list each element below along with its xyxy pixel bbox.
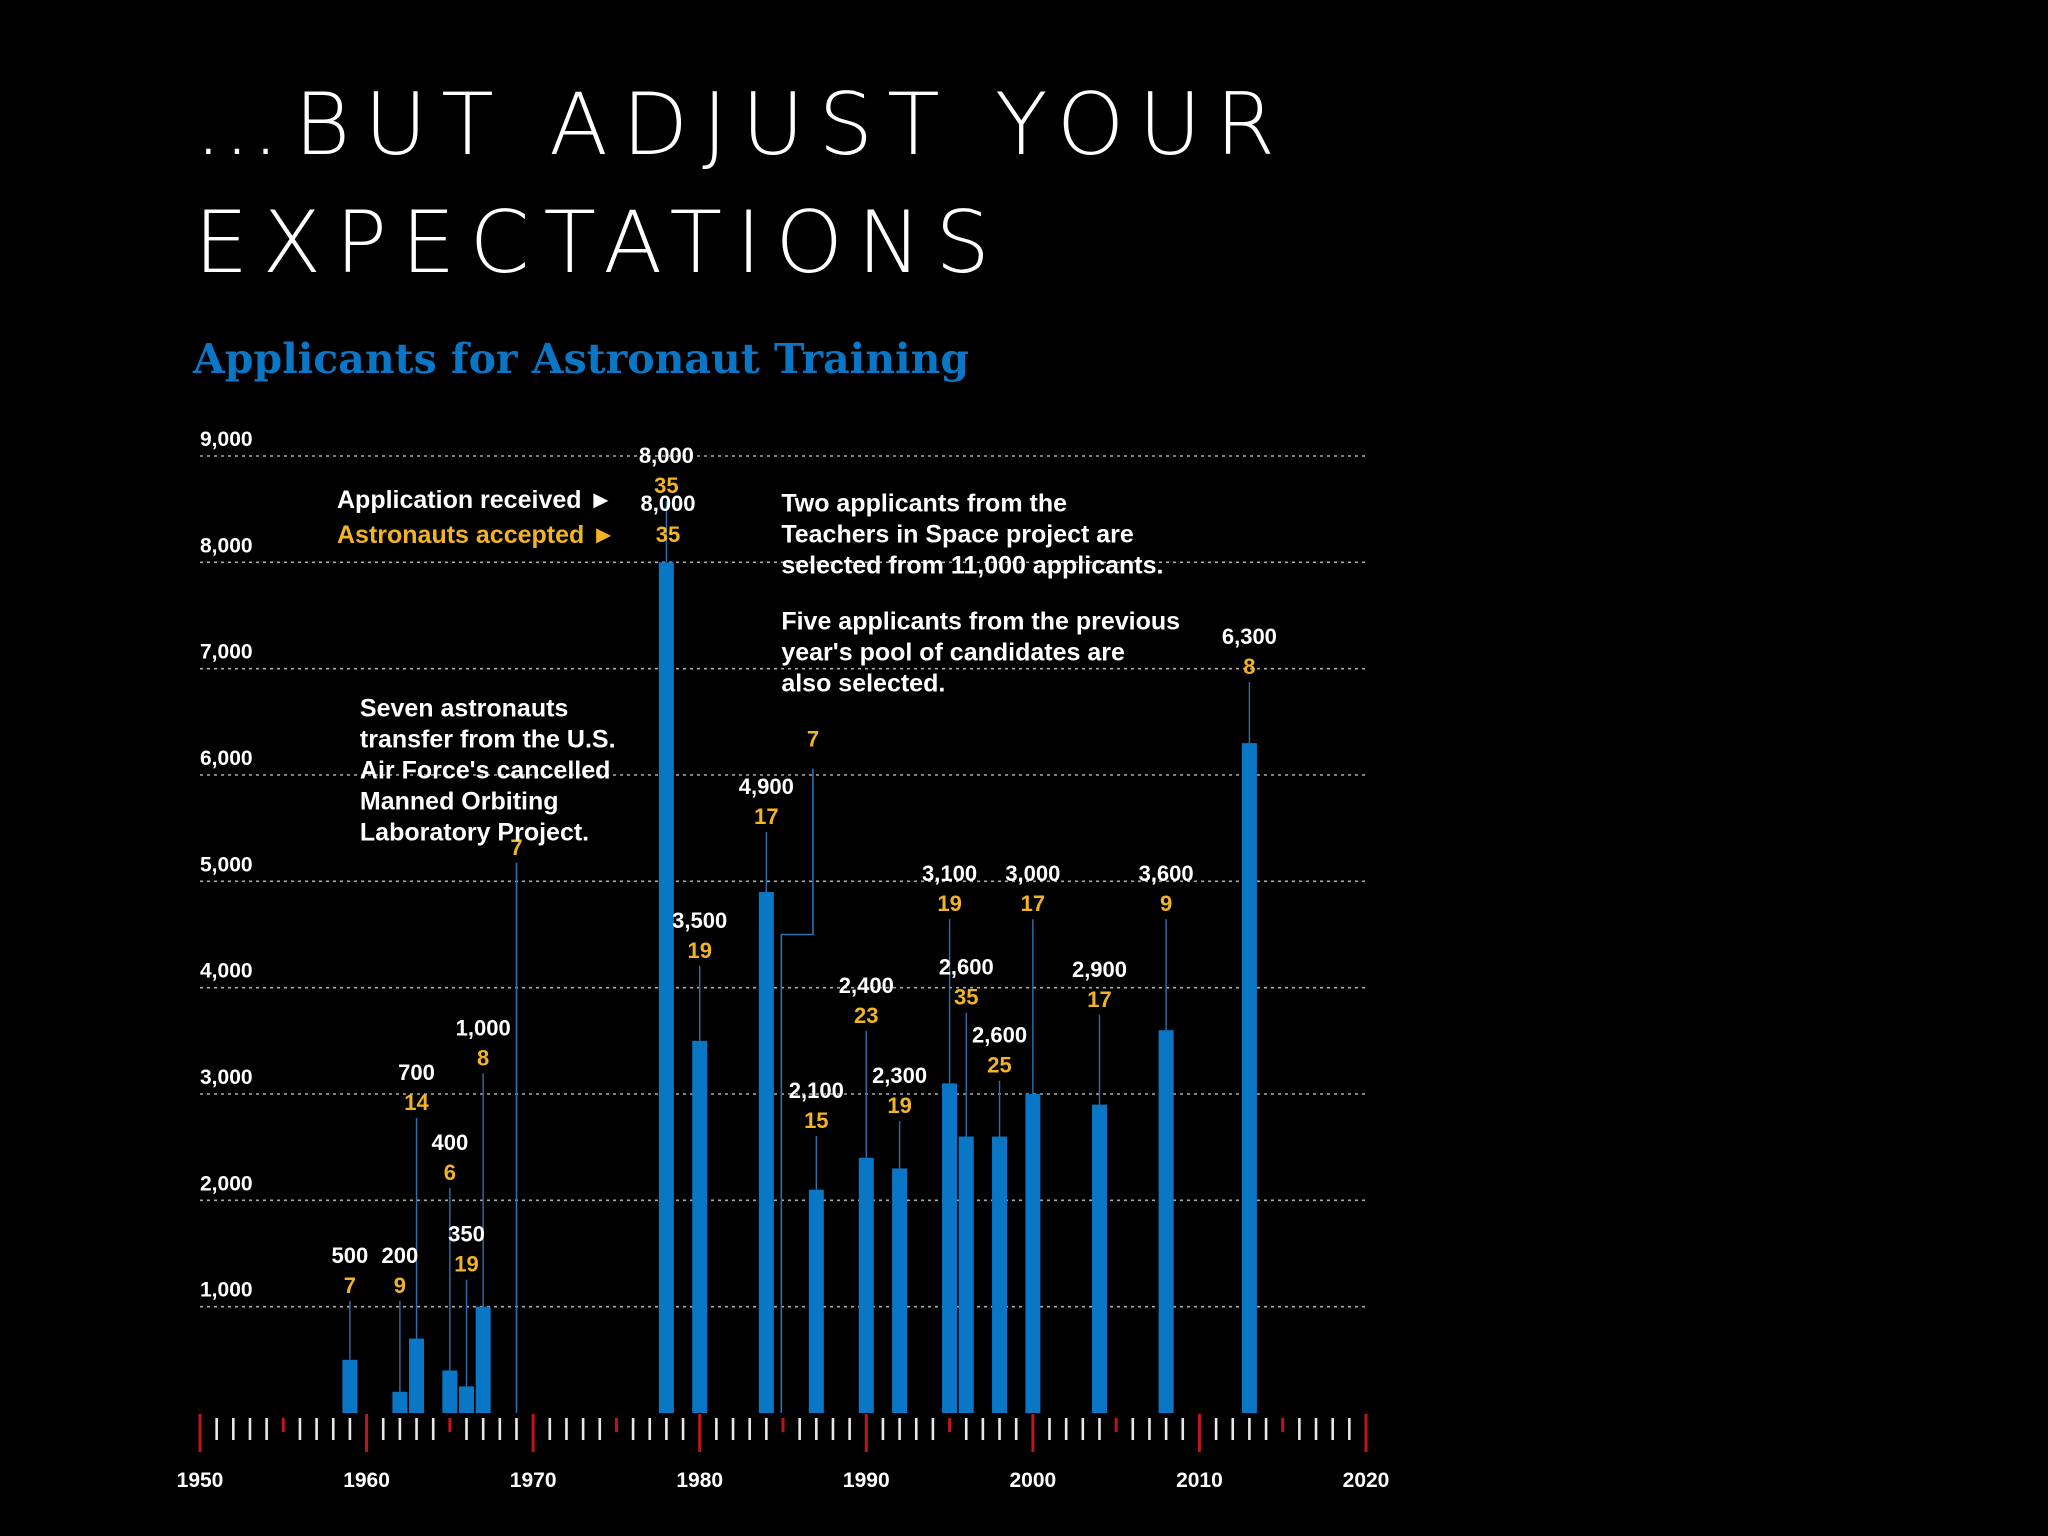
application-count-label: 3,100: [922, 861, 977, 886]
bar-1984: [759, 892, 774, 1413]
y-tick-label: 1,000: [200, 1279, 253, 1302]
bar-2008: [1159, 1030, 1174, 1413]
application-count-label: 2,300: [872, 1063, 927, 1088]
accepted-count-label: 8: [1243, 654, 1255, 679]
accepted-count-label: 17: [1021, 891, 1045, 916]
annotation-line: Manned Orbiting: [360, 788, 559, 816]
x-tick-label: 1960: [343, 1469, 390, 1492]
application-count-label: 2,400: [839, 973, 894, 998]
application-count-label: 350: [448, 1222, 485, 1247]
y-tick-label: 4,000: [200, 960, 253, 983]
x-axis: 1950 1960 1970 1980 1990 2000 2010 2020: [177, 1414, 1390, 1492]
accepted-count-label: 19: [687, 938, 711, 963]
bar-1998: [992, 1137, 1007, 1413]
application-count-label: 8,000: [639, 443, 694, 468]
bar-1980: [692, 1041, 707, 1413]
accepted-count-label: 7: [344, 1273, 356, 1298]
bar-1967: [476, 1307, 491, 1413]
accepted-count-label: 25: [987, 1053, 1011, 1078]
annotation-line: year's pool of candidates are: [781, 638, 1125, 666]
accepted-count-label: 19: [937, 891, 961, 916]
legend-applications-example: 8,000: [640, 491, 695, 516]
application-count-label: 2,600: [939, 955, 994, 980]
bar-2013: [1242, 743, 1257, 1413]
bar-1990: [859, 1158, 874, 1413]
annotation-line: selected from 11,000 applicants.: [781, 551, 1163, 579]
accepted-count-label: 9: [394, 1273, 406, 1298]
y-tick-label: 7,000: [200, 641, 253, 664]
annotation-line: Two applicants from the: [781, 489, 1067, 517]
annotation-line: also selected.: [781, 669, 945, 697]
annotation-line: Five applicants from the previous: [781, 607, 1180, 635]
application-count-label: 3,500: [672, 908, 727, 933]
y-tick-label: 3,000: [200, 1066, 253, 1089]
annotation-line: Teachers in Space project are: [781, 520, 1134, 548]
x-tick-label: 1980: [676, 1469, 723, 1492]
accepted-count-label: 17: [1087, 987, 1111, 1012]
annotation-2: Two applicants from the Teachers in Space…: [781, 489, 1163, 579]
y-tick-label: 6,000: [200, 747, 253, 770]
x-tick-label: 2020: [1343, 1469, 1390, 1492]
x-tick-label: 1970: [510, 1469, 557, 1492]
bar-1962: [392, 1392, 407, 1413]
y-tick-label: 2,000: [200, 1172, 253, 1195]
accepted-count-label: 7: [807, 726, 819, 751]
x-tick-label: 1990: [843, 1469, 890, 1492]
chart-title: Applicants for Astronaut Training: [192, 335, 969, 383]
x-tick-label: 2010: [1176, 1469, 1223, 1492]
accepted-count-label: 6: [444, 1160, 456, 1185]
x-tick-label: 1950: [177, 1469, 224, 1492]
application-count-label: 6,300: [1222, 624, 1277, 649]
bar-1959: [342, 1360, 357, 1413]
astronaut-applicants-chart: Applicants for Astronaut Training 1,000 2…: [0, 0, 2048, 1536]
application-count-label: 3,600: [1139, 861, 1194, 886]
bar-1966: [459, 1386, 474, 1413]
accepted-count-label: 15: [804, 1108, 828, 1133]
bar-1995: [942, 1083, 957, 1413]
application-count-label: 500: [332, 1243, 369, 1268]
y-tick-label: 5,000: [200, 853, 253, 876]
annotation-line: transfer from the U.S.: [360, 726, 616, 754]
application-count-label: 1,000: [456, 1015, 511, 1040]
annotation-line: Seven astronauts: [360, 695, 568, 723]
legend-accepted-label: Astronauts accepted ►: [337, 521, 616, 549]
bar-1987: [809, 1190, 824, 1413]
accepted-count-label: 35: [954, 985, 978, 1010]
bar-1963: [409, 1339, 424, 1413]
application-count-label: 200: [382, 1243, 419, 1268]
annotation-3: Five applicants from the previous year's …: [781, 607, 1180, 697]
application-count-label: 700: [398, 1060, 435, 1085]
accepted-count-label: 9: [1160, 891, 1172, 916]
annotation-1: Seven astronauts transfer from the U.S. Ai…: [360, 695, 616, 847]
legend-accepted-example: 35: [656, 522, 680, 547]
bar-1996: [959, 1137, 974, 1413]
accepted-count-label: 23: [854, 1003, 878, 1028]
application-count-label: 2,600: [972, 1023, 1027, 1048]
x-tick-label: 2000: [1009, 1469, 1056, 1492]
application-count-label: 2,100: [789, 1078, 844, 1103]
accepted-count-label: 17: [754, 804, 778, 829]
annotation-line: Laboratory Project.: [360, 819, 589, 847]
accepted-count-label: 19: [454, 1252, 478, 1277]
bar-1992: [892, 1168, 907, 1413]
legend-applications-label: Application received ►: [337, 486, 613, 514]
y-tick-label: 8,000: [200, 534, 253, 557]
accepted-count-label: 8: [477, 1045, 489, 1070]
bar-1978: [659, 562, 674, 1413]
application-count-label: 400: [431, 1130, 468, 1155]
bar-2000: [1025, 1094, 1040, 1413]
annotation-line: Air Force's cancelled: [360, 757, 611, 785]
application-count-label: 3,000: [1005, 861, 1060, 886]
accepted-count-label: 14: [404, 1090, 429, 1115]
application-count-label: 4,900: [739, 774, 794, 799]
legend: Application received ► Astronauts accept…: [337, 486, 696, 549]
bar-1965: [442, 1370, 457, 1413]
accepted-count-label: 19: [887, 1093, 911, 1118]
application-count-label: 2,900: [1072, 957, 1127, 982]
y-tick-label: 9,000: [200, 428, 253, 451]
bar-2004: [1092, 1105, 1107, 1413]
